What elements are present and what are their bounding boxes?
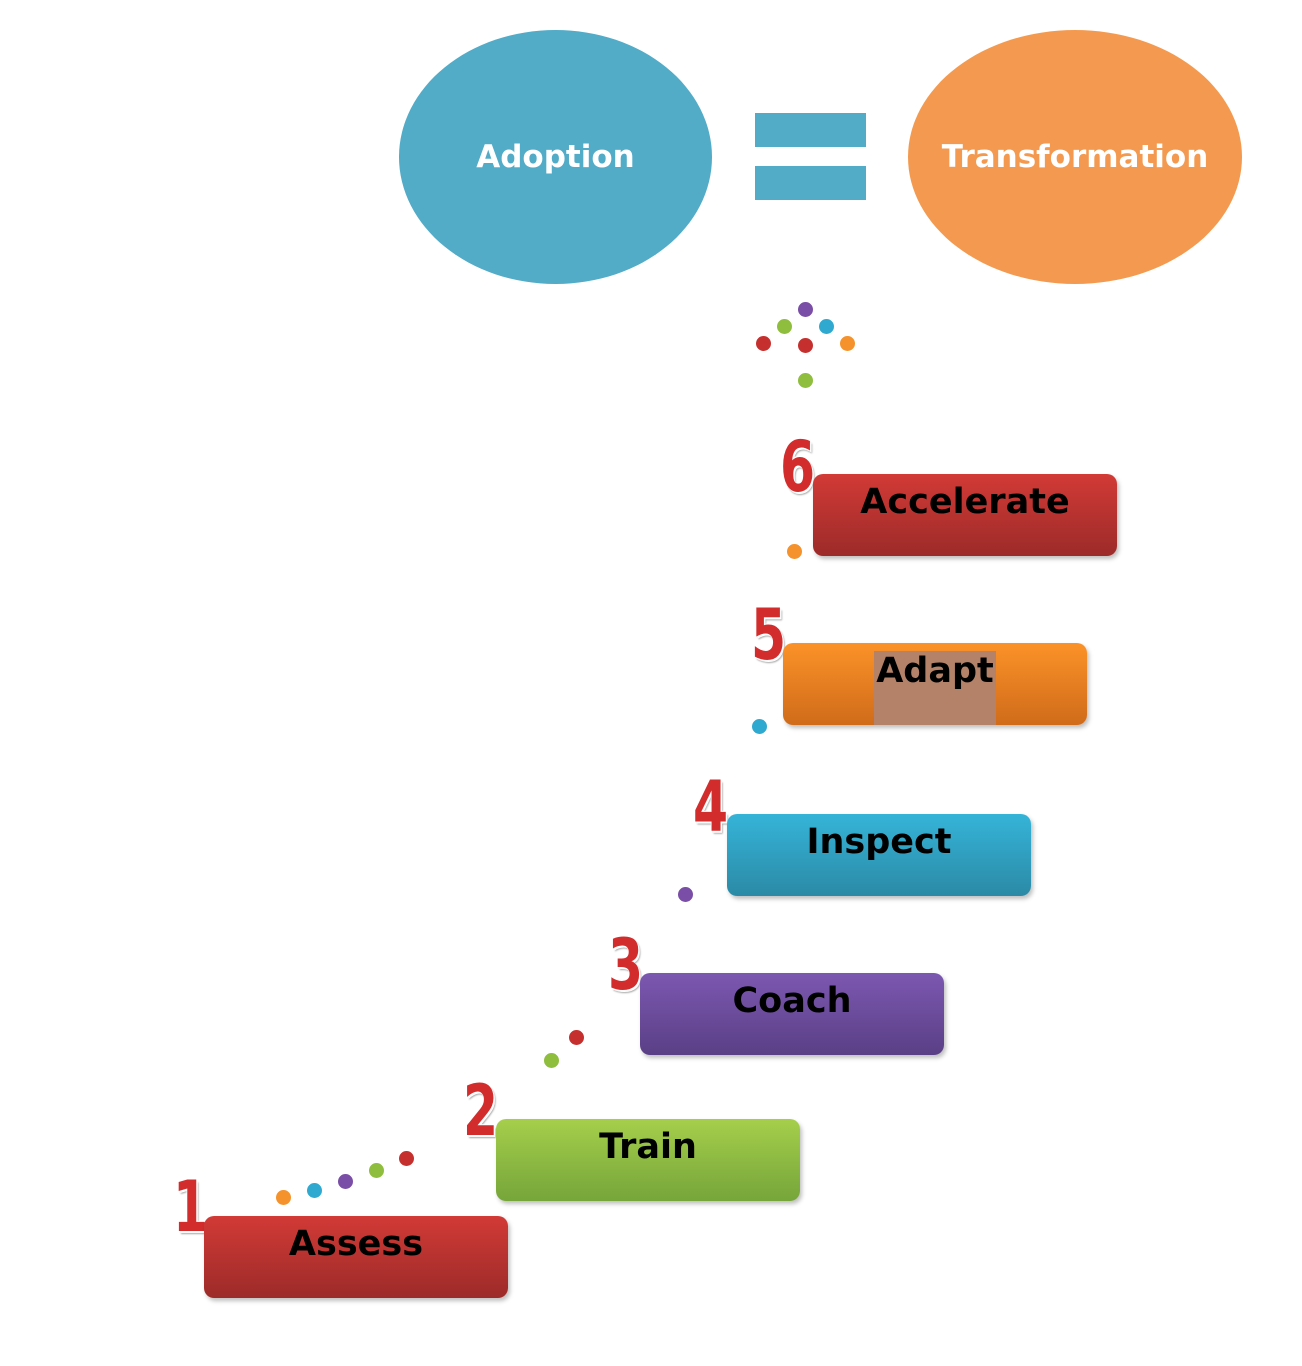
trail-dot [752, 719, 767, 734]
step-number-6: 6 [780, 426, 816, 508]
equals-sign-bottom-bar [755, 166, 866, 200]
adoption-label: Adoption [476, 139, 635, 175]
step-label: Assess [288, 1224, 424, 1264]
step-accelerate: Accelerate [813, 474, 1117, 556]
step-train: Train [496, 1119, 800, 1201]
step-inspect: Inspect [727, 814, 1031, 896]
trail-dot [307, 1183, 322, 1198]
step-number-1: 1 [173, 1166, 209, 1248]
trail-dot [369, 1163, 384, 1178]
trail-dot [840, 336, 855, 351]
step-number-2: 2 [463, 1070, 499, 1152]
step-adapt: Adapt [783, 643, 1087, 725]
transformation-ellipse: Transformation [908, 30, 1242, 284]
trail-dot [678, 887, 693, 902]
trail-dot [756, 336, 771, 351]
trail-dot [798, 373, 813, 388]
step-number-4: 4 [693, 766, 729, 848]
trail-dot [819, 319, 834, 334]
trail-dot [798, 338, 813, 353]
step-label: Inspect [806, 822, 952, 862]
trail-dot [569, 1030, 584, 1045]
trail-dot [276, 1190, 291, 1205]
transformation-label: Transformation [941, 139, 1209, 175]
step-label: Train [599, 1127, 697, 1167]
trail-dot [338, 1174, 353, 1189]
step-label: Accelerate [860, 482, 1070, 522]
step-coach: Coach [640, 973, 944, 1055]
trail-dot [544, 1053, 559, 1068]
equals-sign-top-bar [755, 113, 866, 147]
adoption-ellipse: Adoption [399, 30, 712, 284]
step-label: Adapt [874, 651, 996, 725]
trail-dot [777, 319, 792, 334]
step-number-5: 5 [751, 594, 787, 676]
step-assess: Assess [204, 1216, 508, 1298]
trail-dot [787, 544, 802, 559]
step-number-3: 3 [608, 924, 644, 1006]
step-label: Coach [732, 981, 852, 1021]
trail-dot [798, 302, 813, 317]
trail-dot [399, 1151, 414, 1166]
